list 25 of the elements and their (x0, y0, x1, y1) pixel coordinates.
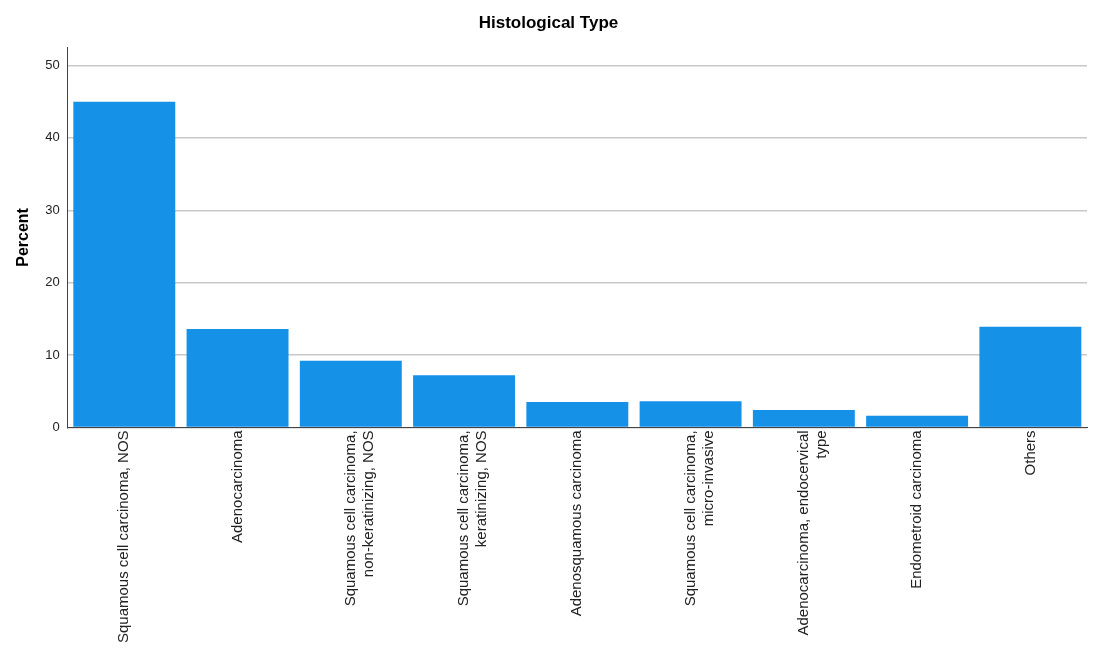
x-tick-label: Squamous cell carcinoma, NOS (114, 430, 132, 644)
y-tick-label: 40 (45, 129, 60, 145)
y-tick-label: 30 (45, 201, 60, 217)
bar (866, 415, 969, 427)
bar (526, 402, 629, 427)
y-tick-label: 0 (52, 418, 60, 434)
x-tick-label: Endometroid carcinoma (907, 429, 925, 589)
bar (73, 101, 176, 427)
x-tick-label: Adenosquamous carcinoma (567, 429, 585, 617)
y-axis-title: Percent (14, 207, 32, 267)
bar (413, 375, 516, 427)
x-tick-label: Adenocarcinoma (227, 429, 245, 543)
bar (979, 326, 1082, 427)
bar (299, 360, 402, 427)
x-tick-label: Squamous cell carcinoma, non-keratinizing, NOS (340, 430, 376, 607)
y-tick-label: 10 (45, 346, 60, 362)
y-tick-label: 20 (45, 274, 60, 290)
x-tick-label: Squamous cell carcinoma, micro-invasive (680, 430, 716, 607)
chart-title: Histological Type (478, 12, 619, 32)
bar (186, 328, 289, 427)
bar (752, 410, 855, 427)
y-tick-label: 50 (45, 57, 60, 73)
bar (639, 401, 742, 427)
x-tick-label: Others (1020, 430, 1038, 476)
x-tick-label: Adenocarcinoma, endocervical type (793, 430, 829, 636)
